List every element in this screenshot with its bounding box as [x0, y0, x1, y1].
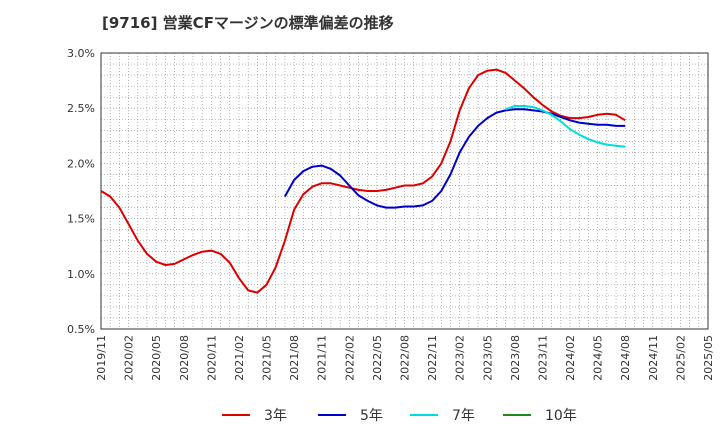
x-tick-label: 2022/02: [343, 335, 356, 381]
legend-item: 10年: [503, 402, 577, 428]
x-tick-label: 2020/05: [150, 335, 163, 381]
series-layer: [100, 68, 626, 294]
legend: 3年 5年 7年 10年: [0, 402, 720, 428]
y-tick-label: 1.0%: [67, 268, 95, 281]
chart-title: [9716] 営業CFマージンの標準偏差の推移: [102, 14, 394, 32]
grid-layer: [100, 52, 709, 330]
x-tick-label: 2024/05: [592, 335, 605, 381]
legend-label: 5年: [360, 408, 383, 424]
x-tick-label: 2024/02: [564, 335, 577, 381]
legend-item: 7年: [410, 402, 475, 428]
series-line-3年: [100, 68, 626, 294]
x-tick-label: 2023/08: [509, 335, 522, 381]
x-tick-label: 2019/11: [95, 335, 108, 381]
x-tick-label: 2023/11: [536, 335, 549, 381]
x-tick-label: 2022/05: [371, 335, 384, 381]
x-tick-label: 2025/02: [674, 335, 687, 381]
x-tick-label: 2023/05: [481, 335, 494, 381]
x-tick-label: 2020/02: [123, 335, 136, 381]
x-axis-ticks: 2019/11 2020/02 2020/05 2020/08 2020/11 2021/…: [95, 335, 715, 381]
x-tick-label: 2020/11: [205, 335, 218, 381]
legend-label: 10年: [545, 408, 577, 424]
series-line-7年: [505, 105, 626, 148]
y-tick-label: 2.5%: [67, 102, 95, 115]
x-tick-label: 2024/08: [619, 335, 632, 381]
legend-item: 3年: [222, 402, 287, 428]
y-tick-label: 0.5%: [67, 323, 95, 336]
x-tick-label: 2024/11: [647, 335, 660, 381]
x-tick-label: 2021/11: [316, 335, 329, 381]
x-tick-label: 2022/08: [399, 335, 412, 381]
legend-item: 5年: [318, 402, 383, 428]
x-tick-label: 2022/11: [426, 335, 439, 381]
legend-label: 7年: [452, 408, 475, 424]
x-tick-label: 2023/02: [454, 335, 467, 381]
x-tick-label: 2025/05: [702, 335, 715, 381]
x-tick-label: 2021/08: [288, 335, 301, 381]
x-tick-label: 2020/08: [178, 335, 191, 381]
legend-swatch: [503, 414, 531, 416]
x-tick-label: 2021/05: [261, 335, 274, 381]
y-tick-label: 1.5%: [67, 213, 95, 226]
legend-label: 3年: [264, 408, 287, 424]
legend-swatch: [410, 414, 438, 416]
plot-frame: [100, 52, 709, 330]
x-tick-label: 2021/02: [233, 335, 246, 381]
legend-swatch: [318, 414, 346, 416]
y-tick-label: 3.0%: [67, 47, 95, 60]
legend-swatch: [222, 414, 250, 416]
series-line-5年: [284, 108, 626, 209]
y-axis-ticks: 0.5% 1.0% 1.5% 2.0% 2.5% 3.0%: [67, 47, 95, 336]
y-tick-label: 2.0%: [67, 157, 95, 170]
